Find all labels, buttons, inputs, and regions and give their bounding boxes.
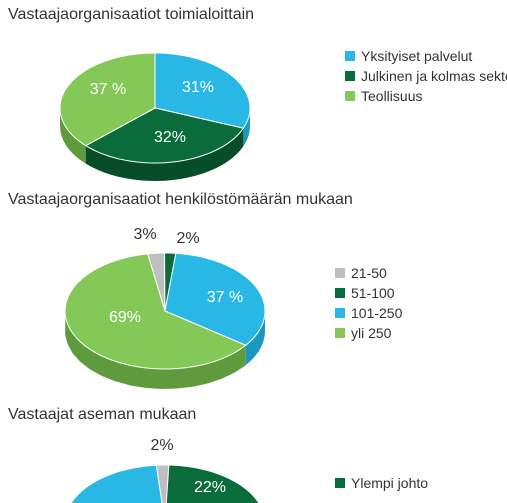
legend-row: 21-50 <box>335 265 402 281</box>
chart-headcount-pie: 3% 2% 37 % 69% <box>10 213 310 408</box>
legend-row: Teollisuus <box>345 88 507 104</box>
legend-row: yli 250 <box>335 325 402 341</box>
legend-label: 21-50 <box>351 265 387 281</box>
swatch-icon <box>335 288 345 298</box>
chart-headcount-title: Vastaajaorganisaatiot henkilöstömäärän m… <box>0 185 507 213</box>
slice-label-3-0: 2% <box>150 437 173 455</box>
swatch-icon <box>335 308 345 318</box>
slice-label-1-2: 37 % <box>90 81 126 99</box>
legend-row: 101-250 <box>335 305 402 321</box>
legend-label: Yksityiset palvelut <box>361 48 472 64</box>
legend-label: Julkinen ja kolmas sektori <box>361 68 507 84</box>
chart-position-legend: Ylempi johto <box>335 475 428 495</box>
slice-label-2-1: 2% <box>176 230 199 248</box>
legend-label: Ylempi johto <box>351 475 428 491</box>
swatch-icon <box>345 91 355 101</box>
chart-position: Vastaajat aseman mukaan 2% 22% Ylempi jo… <box>0 400 507 503</box>
legend-label: 51-100 <box>351 285 395 301</box>
swatch-icon <box>335 478 345 488</box>
chart-industry-legend: Yksityiset palvelut Julkinen ja kolmas s… <box>345 48 507 108</box>
slice-label-1-1: 32% <box>154 129 186 147</box>
slice-label-2-0: 3% <box>133 226 156 244</box>
legend-row: 51-100 <box>335 285 402 301</box>
slice-label-1-0: 31% <box>182 79 214 97</box>
slice-label-2-3: 69% <box>109 309 141 327</box>
chart-position-pie: 2% 22% <box>10 428 310 503</box>
chart-industry-title: Vastaajaorganisaatiot toimialoittain <box>0 0 507 28</box>
swatch-icon <box>345 51 355 61</box>
chart-position-title: Vastaajat aseman mukaan <box>0 400 507 428</box>
swatch-icon <box>335 328 345 338</box>
legend-label: yli 250 <box>351 325 391 341</box>
swatch-icon <box>335 268 345 278</box>
slice-label-3-1: 22% <box>194 479 226 497</box>
pie-svg-1 <box>10 28 300 188</box>
legend-row: Yksityiset palvelut <box>345 48 507 64</box>
chart-industry-pie: 31% 32% 37 % <box>10 28 300 193</box>
slice-label-2-2: 37 % <box>207 289 243 307</box>
legend-row: Julkinen ja kolmas sektori <box>345 68 507 84</box>
legend-label: 101-250 <box>351 305 402 321</box>
chart-headcount: Vastaajaorganisaatiot henkilöstömäärän m… <box>0 185 507 400</box>
legend-label: Teollisuus <box>361 88 422 104</box>
chart-headcount-legend: 21-50 51-100 101-250 yli 250 <box>335 265 402 345</box>
swatch-icon <box>345 71 355 81</box>
chart-industry: Vastaajaorganisaatiot toimialoittain 31%… <box>0 0 507 185</box>
pie-svg-2 <box>10 213 310 403</box>
legend-row: Ylempi johto <box>335 475 428 491</box>
